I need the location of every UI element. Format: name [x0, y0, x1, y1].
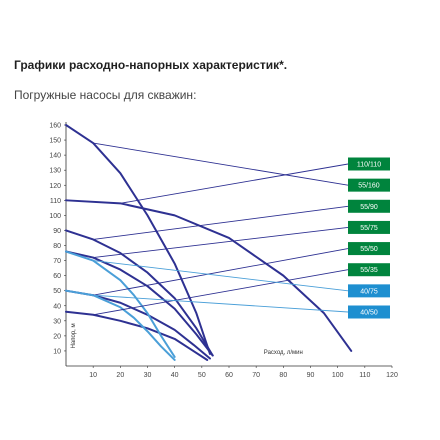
curve-40-75: [65, 250, 176, 358]
y-tick-label: 40: [53, 303, 61, 310]
y-axis-label: Напор, м: [71, 323, 77, 348]
label-box-40-75: [348, 284, 390, 298]
x-tick-label: 20: [116, 372, 124, 379]
x-tick-label: 30: [144, 372, 152, 379]
y-tick-label: 50: [53, 288, 61, 295]
chart-axes: [65, 122, 392, 367]
label-box-55-35: [348, 263, 390, 277]
x-tick-label: 80: [279, 372, 287, 379]
x-tick-label: 120: [386, 372, 398, 379]
x-tick-label: 50: [198, 372, 206, 379]
series-label-40-50: 40/50: [360, 310, 378, 317]
y-tick-label: 120: [49, 183, 61, 190]
label-box-55-75: [348, 220, 390, 234]
series-label-55-50: 55/50: [360, 246, 378, 253]
y-tick-label: 140: [49, 153, 61, 160]
label-leader-lines: [93, 142, 349, 316]
label-box-55-160: [348, 178, 390, 192]
chart-ticks: 10 20 30 40 50 60 70 80 90 100 110 120 130 140 150 160 1…: [49, 123, 398, 380]
curve-55-35: [65, 310, 209, 361]
x-tick-label: 70: [252, 372, 260, 379]
y-tick-label: 80: [53, 243, 61, 250]
leader-55-35: [93, 269, 349, 316]
label-box-55-50: [348, 242, 390, 256]
y-tick-label: 60: [53, 273, 61, 280]
y-tick-label: 160: [49, 123, 61, 130]
series-labels: 110/110 55/160 55/90 55/75 55/50 55/35 40/75 40…: [348, 157, 390, 319]
x-axis-label: Расход, л/мин: [264, 350, 303, 356]
leader-110-110: [120, 163, 349, 204]
x-tick-label: 110: [359, 372, 370, 379]
curve-40-50: [65, 289, 176, 361]
y-tick-label: 150: [49, 138, 61, 145]
page-title: Графики расходно-напорных характеристик*…: [14, 58, 288, 72]
y-tick-label: 20: [53, 333, 61, 340]
y-tick-label: 100: [49, 213, 61, 220]
leader-40-50: [93, 294, 349, 313]
y-tick-label: 110: [50, 198, 61, 205]
pump-curves: [65, 124, 353, 361]
y-tick-label: 70: [53, 258, 61, 265]
y-tick-label: 90: [53, 228, 61, 235]
series-label-40-75: 40/75: [360, 288, 378, 295]
x-tick-label: 60: [225, 372, 233, 379]
leader-55-90: [93, 205, 349, 240]
page-subtitle: Погружные насосы для скважин:: [14, 88, 197, 102]
series-label-55-75: 55/75: [360, 225, 378, 232]
leader-55-75: [93, 226, 349, 258]
curve-55-160: [65, 124, 211, 355]
series-label-55-160: 55/160: [358, 183, 380, 190]
label-box-40-50: [348, 305, 390, 319]
y-tick-label: 130: [49, 168, 61, 175]
leader-55-160: [93, 142, 349, 186]
leader-55-50: [93, 248, 349, 296]
x-tick-label: 10: [89, 372, 97, 379]
x-tick-label: 100: [332, 372, 344, 379]
leader-40-75: [93, 260, 349, 292]
series-label-55-90: 55/90: [360, 204, 378, 211]
curve-55-90: [65, 229, 214, 357]
label-box-55-90: [348, 199, 390, 213]
x-tick-label: 40: [171, 372, 179, 379]
label-box-110-110: [348, 157, 390, 171]
curve-110-110: [65, 199, 353, 352]
series-label-110-110: 110/110: [357, 162, 381, 169]
y-tick-label: 10: [53, 348, 61, 355]
series-label-55-35: 55/35: [360, 267, 378, 274]
y-tick-label: 30: [53, 318, 61, 325]
x-tick-label: 90: [307, 372, 315, 379]
